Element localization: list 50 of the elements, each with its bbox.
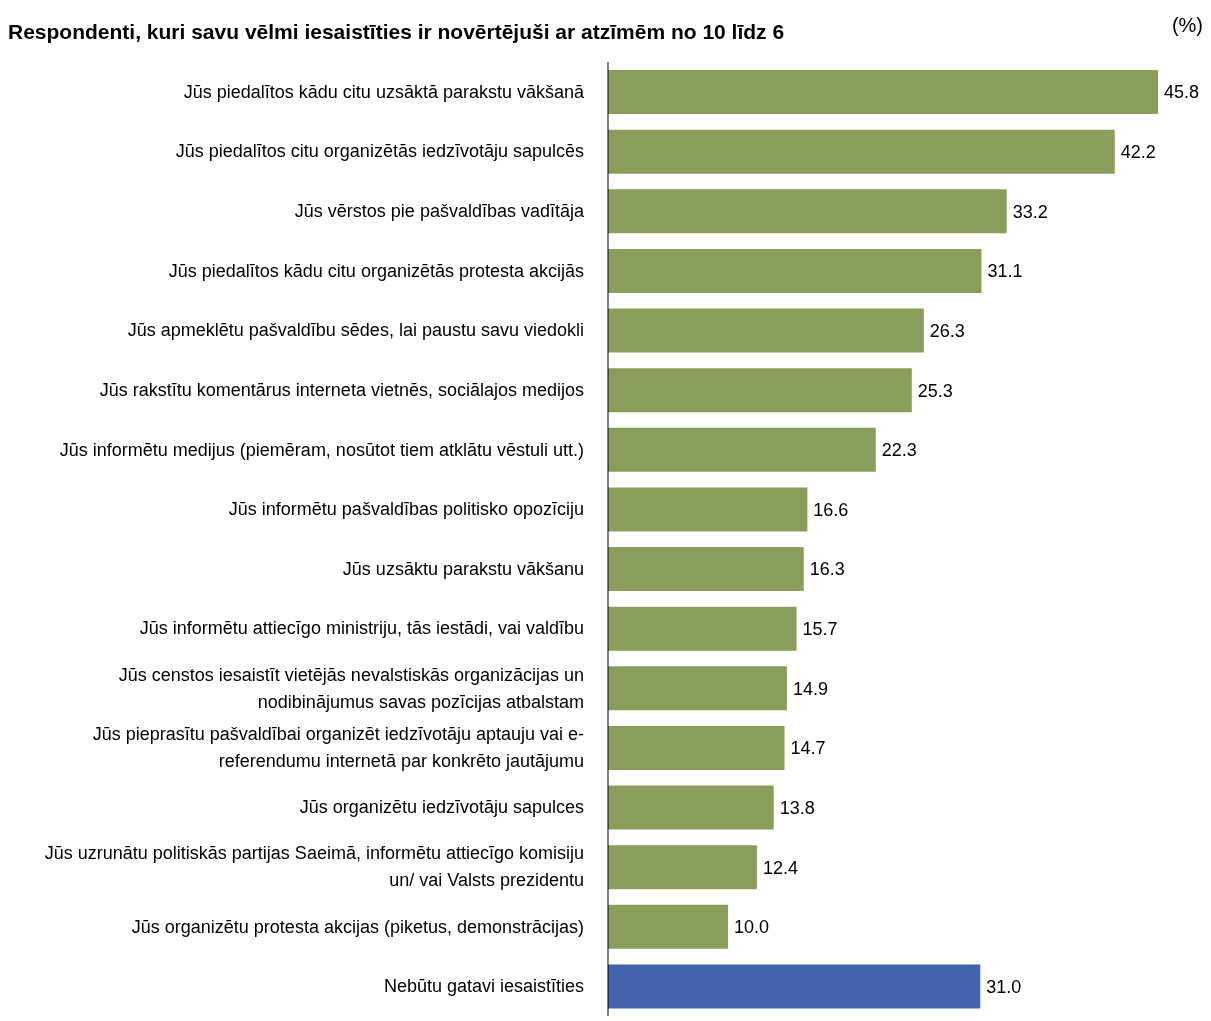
bar	[608, 606, 797, 651]
y-tick-label: Jūs piedalītos citu organizētās iedzīvotāju sapulcēs	[175, 141, 584, 162]
bar	[608, 725, 785, 770]
bar	[608, 547, 804, 591]
bar	[608, 427, 876, 472]
data-label: 33.2	[1012, 201, 1048, 222]
bar	[608, 904, 729, 949]
bar	[608, 70, 1158, 114]
bar	[608, 308, 924, 353]
y-tick-label: Jūs organizētu iedzīvotāju sapulces	[299, 797, 584, 818]
y-tick-label: Jūs uzrunātu politiskās partijas Saeimā, informētu attiecīgo komisiju un/ vai Valsts prezidentu	[44, 843, 584, 891]
bar	[608, 785, 774, 830]
y-tick-label: Jūs informētu medijus (piemēram, nosūtot tiem atklātu vēstuli utt.)	[59, 439, 584, 460]
data-label: 12.4	[762, 857, 798, 878]
y-tick-label: Jūs rakstītu komentārus interneta vietnēs, sociālajos medijos	[99, 379, 584, 400]
data-label: 14.9	[792, 678, 828, 699]
bar	[608, 248, 982, 293]
data-label: 25.3	[917, 380, 953, 401]
bar	[608, 487, 808, 532]
y-tick-label: Jūs piedalītos kādu citu organizētās protesta akcijās	[168, 260, 584, 281]
data-label: 22.3	[881, 440, 917, 461]
data-label: 45.8	[1164, 82, 1200, 103]
bar	[608, 368, 912, 413]
y-tick-label: Jūs informētu pašvaldības politisko opozīciju	[228, 499, 584, 520]
y-tick-label: Jūs pieprasītu pašvaldībai organizēt iedzīvotāju aptauju vai e-referendumu internetā par konkrēto jautājumu	[92, 724, 584, 772]
y-tick-label: Nebūtu gatavi iesaistīties	[383, 976, 584, 997]
bar	[608, 129, 1115, 174]
data-label: 14.7	[790, 738, 826, 759]
bar	[608, 189, 1007, 234]
y-tick-label: Jūs organizētu protesta akcijas (piketus, demonstrācijas)	[131, 916, 584, 937]
data-label: 13.8	[779, 797, 815, 818]
y-tick-label: Jūs censtos iesaistīt vietējās nevalstiskās organizācijas un nodibinājumus savas pozīcijas atbalstam	[118, 664, 584, 712]
text: (%)	[1171, 14, 1203, 36]
y-tick-label: Jūs uzsāktu parakstu vākšanu	[342, 558, 584, 579]
data-label: 31.1	[987, 261, 1023, 282]
bar	[608, 845, 757, 890]
y-tick-label: Jūs apmeklētu pašvaldību sēdes, lai paustu savu viedokli	[127, 320, 584, 341]
bar	[608, 666, 787, 711]
data-label: 16.6	[813, 499, 849, 520]
data-label: 15.7	[802, 619, 838, 640]
data-label: 42.2	[1120, 142, 1156, 163]
data-label: 10.0	[734, 917, 770, 938]
data-label: 16.3	[809, 559, 845, 580]
bar	[608, 964, 981, 1009]
y-tick-label: Jūs vērstos pie pašvaldības vadītāja	[294, 201, 585, 222]
y-tick-label: Jūs piedalītos kādu citu uzsāktā parakstu vākšanā	[183, 81, 585, 102]
data-label: 31.0	[986, 976, 1022, 997]
data-label: 26.3	[929, 320, 965, 341]
y-tick-label: Jūs informētu attiecīgo ministriju, tās iestādi, vai valdību	[139, 618, 584, 639]
text: Respondenti, kuri savu vēlmi iesaistīties ir novērtējuši ar atzīmēm no 10 līdz 6	[8, 20, 785, 44]
